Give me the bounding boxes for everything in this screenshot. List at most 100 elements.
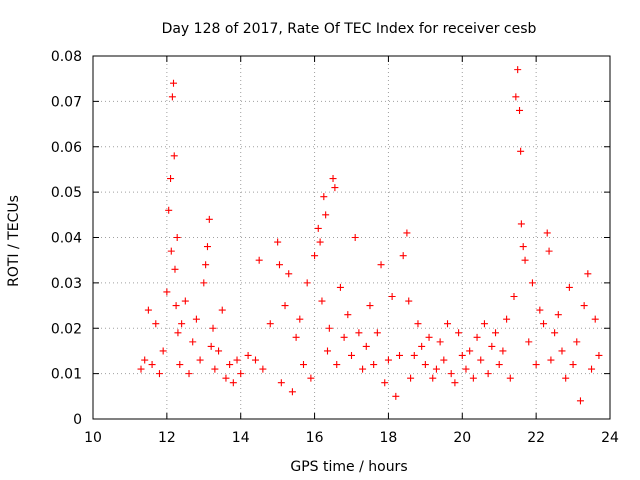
roti-point	[351, 234, 359, 241]
roti-point	[462, 365, 470, 373]
roti-point	[320, 193, 328, 201]
roti-point	[492, 329, 500, 337]
roti-point	[565, 283, 573, 291]
roti-point	[137, 365, 145, 373]
roti-point	[307, 374, 315, 382]
roti-point	[525, 338, 533, 346]
roti-point	[403, 229, 411, 237]
roti-point	[399, 252, 407, 260]
roti-point	[569, 361, 577, 369]
roti-point	[303, 279, 311, 287]
roti-point	[388, 292, 396, 300]
roti-point	[318, 297, 326, 305]
y-tick-labels: 0 0.01 0.02 0.03 0.04 0.05 0.06 0.07 0.08	[51, 49, 82, 428]
roti-point	[159, 347, 167, 355]
roti-point	[314, 224, 322, 232]
roti-point	[285, 270, 293, 278]
roti-point	[373, 329, 381, 337]
y-tick-label: 0.01	[51, 367, 82, 383]
roti-point	[580, 302, 588, 310]
x-tick-label: 12	[158, 430, 176, 446]
roti-point	[495, 361, 503, 369]
roti-point	[251, 356, 259, 364]
roti-point	[348, 351, 355, 359]
roti-point	[562, 374, 570, 382]
roti-point	[447, 370, 455, 378]
y-tick-label: 0	[73, 412, 82, 428]
roti-point	[381, 379, 389, 387]
roti-point	[418, 342, 426, 350]
roti-point	[274, 238, 282, 246]
roti-point	[384, 356, 392, 364]
roti-point	[322, 211, 330, 219]
x-tick-label: 10	[84, 430, 102, 446]
roti-point	[207, 342, 215, 350]
roti-point	[144, 306, 152, 314]
roti-point	[405, 297, 413, 305]
roti-point	[167, 175, 175, 183]
axis-ticks	[92, 55, 611, 420]
roti-point	[573, 338, 581, 346]
roti-point	[355, 329, 363, 337]
roti-point	[325, 324, 333, 332]
roti-point	[331, 184, 339, 192]
roti-point	[255, 256, 263, 264]
roti-point	[521, 256, 529, 264]
roti-point	[288, 388, 296, 396]
roti-point	[392, 392, 400, 400]
roti-point	[421, 361, 429, 369]
roti-point	[229, 379, 237, 387]
roti-point	[528, 279, 536, 287]
roti-point	[323, 347, 331, 355]
roti-point	[171, 265, 179, 273]
roti-point	[517, 147, 525, 155]
y-tick-label: 0.07	[51, 94, 82, 110]
roti-point	[396, 351, 404, 359]
roti-point	[595, 351, 603, 359]
roti-point	[174, 329, 182, 337]
y-tick-label: 0.08	[51, 49, 82, 65]
grid-lines	[93, 56, 610, 419]
x-tick-label: 20	[453, 430, 471, 446]
roti-point	[436, 338, 444, 346]
roti-point	[477, 356, 485, 364]
roti-point	[591, 315, 599, 323]
roti-point	[440, 356, 448, 364]
roti-point	[517, 220, 525, 228]
roti-point	[311, 252, 319, 260]
roti-point	[359, 365, 367, 373]
roti-point	[277, 379, 285, 387]
roti-point	[211, 365, 219, 373]
roti-point	[551, 329, 559, 337]
y-tick-label: 0.06	[51, 140, 82, 156]
roti-point	[200, 279, 208, 287]
roti-point	[155, 370, 163, 378]
roti-point	[469, 374, 477, 382]
roti-point	[547, 356, 555, 364]
x-tick-label: 14	[232, 430, 250, 446]
roti-point	[514, 66, 522, 74]
roti-point	[543, 229, 551, 237]
roti-point	[202, 261, 210, 269]
roti-point	[244, 351, 252, 359]
roti-point	[163, 288, 171, 296]
data-markers	[137, 66, 603, 405]
y-tick-label: 0.02	[51, 321, 82, 337]
roti-point	[444, 320, 452, 328]
roti-point	[519, 243, 527, 251]
roti-point	[377, 261, 385, 269]
roti-point	[499, 347, 507, 355]
y-tick-label: 0.03	[51, 276, 82, 292]
roti-point	[536, 306, 544, 314]
roti-point	[181, 297, 189, 305]
roti-point	[205, 215, 213, 223]
roti-point	[168, 93, 176, 101]
roti-point	[233, 356, 241, 364]
roti-point	[172, 302, 180, 310]
roti-point	[299, 361, 307, 369]
roti-point	[178, 320, 186, 328]
roti-point	[292, 333, 300, 341]
roti-point	[333, 361, 341, 369]
roti-point	[329, 175, 337, 183]
roti-point	[540, 320, 548, 328]
